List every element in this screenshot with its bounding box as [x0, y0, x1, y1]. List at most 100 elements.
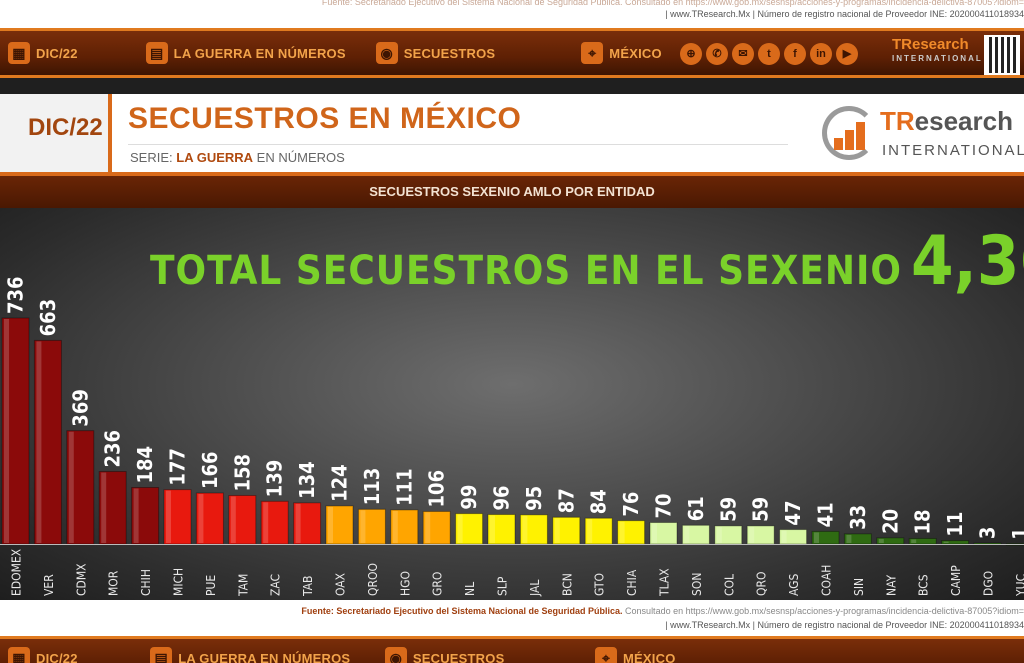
category-label-bcn: BCN: [560, 573, 574, 596]
bar-tab: [293, 502, 322, 545]
chart-subtitle: SECUESTROS SEXENIO AMLO POR ENTIDAD: [0, 172, 1024, 208]
source-line-2: | www.TResearch.Mx | Número de registro …: [665, 9, 1024, 19]
brand-name: TResearch: [880, 106, 1013, 136]
value-label-yuc: 1: [1008, 527, 1024, 540]
category-label-camp: CAMP: [949, 565, 963, 596]
nav-secuestros[interactable]: ◉ SECUESTROS: [375, 42, 496, 64]
nav-mexico-label: MÉXICO: [609, 45, 662, 61]
bar-bcn: [552, 516, 581, 545]
linkedin-icon[interactable]: in: [810, 43, 832, 65]
nav2-guerra-label: LA GUERRA EN NÚMEROS: [178, 650, 351, 663]
category-label-tlax: TLAX: [658, 568, 672, 597]
source-header: Fuente: Secretariado Ejecutivo del Siste…: [0, 0, 1024, 28]
total-label: TOTAL SECUESTROS EN EL SEXENIO: [150, 248, 903, 294]
nav2-secuestros[interactable]: ◉ SECUESTROS: [384, 647, 505, 663]
value-label-jal: 95: [522, 486, 546, 511]
source-line-1: Fuente: Secretariado Ejecutivo del Siste…: [321, 0, 1024, 7]
category-label-jal: JAL: [528, 580, 542, 597]
web-icon[interactable]: ⊕: [680, 43, 702, 65]
nav2-date[interactable]: ▦ DIC/22: [8, 647, 78, 663]
nav-logo-text: TResearch: [892, 36, 969, 53]
category-label-cdmx: CDMX: [74, 563, 88, 596]
value-label-son: 61: [684, 496, 708, 521]
serie-bold: LA GUERRA: [176, 150, 254, 165]
top-navbar: ▦ DIC/22 ▤ LA GUERRA EN NÚMEROS ◉ SECUESTRO…: [0, 28, 1024, 78]
value-label-cdmx: 369: [68, 389, 92, 427]
serie-label: SERIE: LA GUERRA EN NÚMEROS: [130, 150, 345, 165]
bar-chih: [131, 487, 160, 545]
category-label-qro: QRO: [755, 572, 769, 597]
category-label-coah: COAH: [820, 565, 834, 596]
brand-sub: INTERNATIONAL: [882, 142, 1024, 159]
page-title: SECUESTROS EN MÉXICO: [128, 102, 522, 135]
bar-nl: [455, 513, 484, 545]
logo-bars-icon: [834, 120, 874, 150]
facebook-icon[interactable]: f: [784, 43, 806, 65]
bar-tam: [228, 494, 257, 545]
category-label-yuc: YUC: [1014, 574, 1024, 597]
chart-icon: ▤: [145, 42, 168, 64]
footer-line-1: Fuente: Secretariado Ejecutivo del Siste…: [0, 604, 1024, 618]
category-label-ags: AGS: [787, 573, 801, 596]
title-area: DIC/22 SECUESTROS EN MÉXICO SERIE: LA GU…: [0, 94, 1024, 172]
value-label-slp: 96: [490, 485, 514, 510]
youtube-icon[interactable]: ▶: [836, 43, 858, 65]
category-label-mor: MOR: [107, 570, 121, 596]
category-label-nl: NL: [463, 582, 477, 596]
category-label-nay: NAY: [884, 574, 898, 596]
value-label-nl: 99: [457, 485, 481, 510]
value-label-chih: 184: [133, 446, 157, 484]
nav-mexico[interactable]: ⌖ MÉXICO: [581, 42, 662, 64]
nav-guerra[interactable]: ▤ LA GUERRA EN NÚMEROS: [145, 42, 346, 64]
bar-ver: [33, 339, 62, 545]
value-label-tam: 158: [230, 454, 254, 492]
category-label-zac: ZAC: [269, 574, 283, 596]
mail-icon[interactable]: ✉: [732, 43, 754, 65]
category-label-gro: GRO: [431, 572, 445, 596]
value-label-qro: 59: [749, 497, 773, 522]
category-label-chih: CHIH: [139, 569, 153, 596]
bar-gto: [584, 517, 613, 545]
bar-jal: [519, 514, 548, 545]
nav2-guerra[interactable]: ▤ LA GUERRA EN NÚMEROS: [150, 647, 350, 663]
nav-date[interactable]: ▦ DIC/22: [8, 42, 78, 64]
date-label: DIC/22: [28, 114, 103, 141]
value-label-ver: 663: [36, 299, 60, 337]
total-banner: TOTAL SECUESTROS EN EL SEXENIO 4,367: [150, 222, 1024, 301]
value-label-oax: 124: [328, 464, 352, 502]
nav2-mexico[interactable]: ⌖ MÉXICO: [595, 647, 675, 663]
category-label-bcs: BCS: [917, 574, 931, 596]
value-label-coah: 41: [814, 502, 838, 527]
category-label-sin: SIN: [852, 578, 866, 596]
map-pin-icon: ⌖: [595, 647, 618, 663]
nav2-secuestros-label: SECUESTROS: [412, 650, 505, 663]
value-label-tab: 134: [295, 461, 319, 499]
bar-chart: 736EDOMEX663VER369CDMX236MOR184CHIH177MI…: [0, 276, 1024, 597]
serie-suffix: EN NÚMEROS: [256, 150, 345, 165]
value-label-camp: 11: [943, 512, 967, 537]
bar-pue: [195, 492, 224, 545]
chart-icon: ▤: [150, 647, 173, 663]
serie-prefix: SERIE:: [130, 150, 173, 165]
category-label-qroo: QROO: [366, 563, 380, 596]
date-tab: DIC/22: [0, 94, 112, 172]
value-label-mor: 236: [101, 430, 125, 468]
value-label-hgo: 111: [392, 468, 416, 506]
category-label-slp: SLP: [496, 576, 510, 596]
nav-logo[interactable]: TResearch INTERNATIONAL: [892, 36, 983, 66]
bottom-navbar: ▦ DIC/22 ▤ LA GUERRA EN NÚMEROS ◉ SECUESTRO…: [0, 636, 1024, 663]
whatsapp-icon[interactable]: ✆: [706, 43, 728, 65]
social-icons: ⊕ ✆ ✉ t f in ▶: [680, 43, 858, 65]
twitter-icon[interactable]: t: [758, 43, 780, 65]
bar-gro: [422, 510, 451, 545]
value-label-mich: 177: [166, 448, 190, 486]
category-label-gto: GTO: [593, 573, 607, 596]
category-label-tab: TAB: [301, 576, 315, 597]
value-label-tlax: 70: [652, 493, 676, 518]
title-rule: [128, 144, 788, 145]
category-label-pue: PUE: [204, 575, 218, 596]
value-label-bcs: 18: [911, 509, 935, 534]
category-label-tam: TAM: [236, 574, 250, 597]
footer-consulta: Consultado en https://www.gob.mx/sesnsp/…: [625, 606, 1024, 616]
footer-fuente: Fuente: Secretariado Ejecutivo del Siste…: [301, 606, 623, 616]
